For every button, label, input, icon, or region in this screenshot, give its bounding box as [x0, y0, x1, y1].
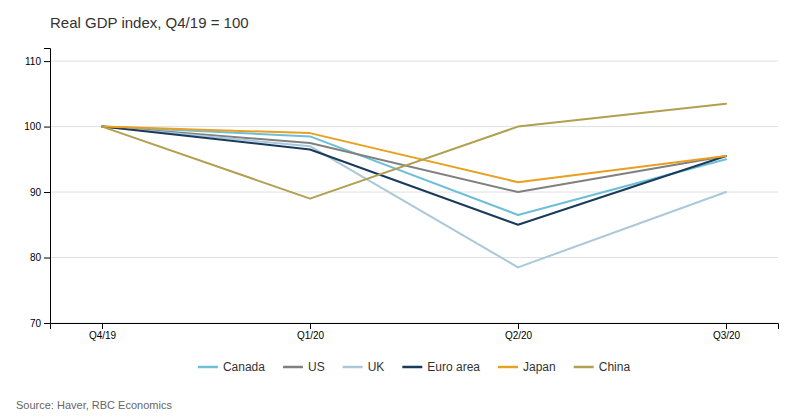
y-tick: 90 [30, 187, 50, 198]
legend-item: China [574, 360, 631, 374]
legend-label: Canada [223, 360, 265, 374]
y-tick: 80 [30, 252, 50, 263]
legend: Canada US UK Euro area Japan China [198, 360, 630, 374]
legend-swatch [402, 366, 422, 369]
legend-swatch [574, 366, 594, 369]
series-line [102, 127, 726, 215]
x-tick-label: Q4/19 [89, 330, 117, 341]
x-tick-label: Q1/20 [297, 330, 325, 341]
legend-label: Euro area [427, 360, 480, 374]
legend-label: China [599, 360, 631, 374]
series-line [102, 127, 726, 268]
legend-item: Canada [198, 360, 265, 374]
chart: Real GDP index, Q4/19 = 100 70 80 90 100 110 Q… [0, 0, 802, 419]
series-line [102, 104, 726, 199]
x-tick-label: Q3/20 [713, 330, 741, 341]
y-tick-mark [44, 61, 50, 62]
legend-item: UK [343, 360, 385, 374]
x-tick: Q1/20 [297, 323, 325, 341]
legend-item: US [283, 360, 325, 374]
plot: 70 80 90 100 110 Q4/19 Q1/20 Q2/20 Q3/20 [24, 49, 778, 342]
x-tick-mark [518, 323, 519, 329]
grid-line [50, 61, 778, 62]
y-tick-mark [44, 323, 50, 324]
x-tick: Q3/20 [713, 323, 741, 341]
y-tick: 100 [24, 121, 50, 132]
source: Source: Haver, RBC Economics [16, 399, 172, 411]
x-tick-label: Q2/20 [505, 330, 533, 341]
title: Real GDP index, Q4/19 = 100 [50, 14, 249, 31]
legend-item: Japan [498, 360, 556, 374]
legend-label: UK [368, 360, 385, 374]
x-tick: Q2/20 [505, 323, 533, 341]
lines [102, 104, 726, 268]
y-tick-label: 100 [24, 121, 41, 132]
grid-line [50, 192, 778, 193]
x-axis-line [51, 324, 779, 330]
x-tick: Q4/19 [89, 323, 117, 341]
y-tick-mark [44, 258, 50, 259]
x-tick-mark [310, 323, 311, 329]
y-axis-line [44, 49, 51, 324]
y-tick-label: 80 [30, 252, 42, 263]
legend-label: US [308, 360, 325, 374]
x-axis: Q4/19 Q1/20 Q2/20 Q3/20 [51, 323, 779, 341]
legend-swatch [198, 366, 218, 369]
y-tick-mark [44, 192, 50, 193]
y-tick: 70 [30, 318, 50, 329]
legend-label: Japan [523, 360, 556, 374]
legend-item: Euro area [402, 360, 480, 374]
grid [50, 61, 778, 323]
series-line [102, 127, 726, 183]
x-tick-mark [102, 323, 103, 329]
y-tick-label: 90 [30, 187, 42, 198]
y-tick: 110 [25, 56, 50, 67]
grid-line [50, 126, 778, 127]
y-tick-mark [44, 127, 50, 128]
legend-swatch [283, 366, 303, 369]
legend-swatch [498, 366, 518, 369]
y-tick-label: 70 [30, 318, 42, 329]
x-tick-mark [726, 323, 727, 329]
chart-container: Real GDP index, Q4/19 = 100 70 80 90 100 110 Q… [0, 0, 802, 419]
grid-line [50, 257, 778, 258]
legend-swatch [343, 366, 363, 369]
y-tick-label: 110 [25, 56, 41, 67]
series-line [102, 127, 726, 225]
y-axis: 70 80 90 100 110 [24, 49, 50, 329]
